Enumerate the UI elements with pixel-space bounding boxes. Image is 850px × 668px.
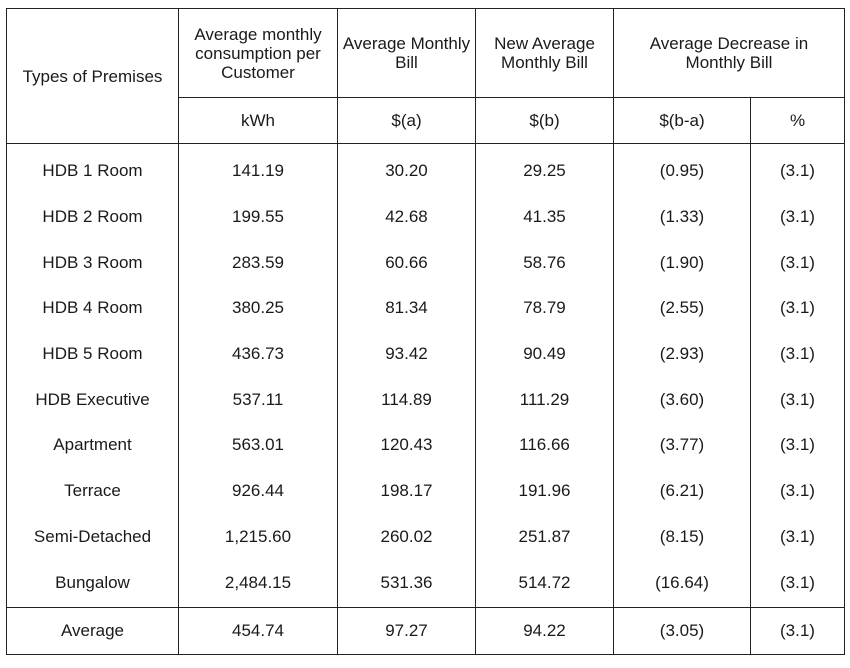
decrease-cell: (1.33): [613, 193, 751, 240]
avg-bill-cell: 42.68: [337, 193, 476, 240]
avg-bill-cell: 198.17: [337, 467, 476, 514]
percent-cell: (3.1): [750, 376, 845, 423]
decrease-cell: (1.90): [613, 239, 751, 286]
table-row: HDB 2 Room 199.55 42.68 41.35 (1.33) (3.…: [6, 193, 845, 240]
table-row: Semi-Detached 1,215.60 260.02 251.87 (8.…: [6, 513, 845, 560]
header-average-decrease: Average Decrease in Monthly Bill: [613, 8, 845, 98]
avg-bill-cell: 531.36: [337, 559, 476, 608]
percent-cell: (3.1): [750, 239, 845, 286]
percent-cell: (3.1): [750, 467, 845, 514]
avg-bill-cell: 60.66: [337, 239, 476, 286]
table-row: Apartment 563.01 120.43 116.66 (3.77) (3…: [6, 422, 845, 468]
percent-cell: (3.1): [750, 606, 845, 655]
decrease-cell: (2.93): [613, 330, 751, 377]
percent-cell: (3.1): [750, 285, 845, 331]
new-bill-cell: 90.49: [475, 330, 614, 377]
kwh-cell: 141.19: [178, 143, 338, 194]
decrease-cell: (3.60): [613, 376, 751, 423]
kwh-cell: 454.74: [178, 606, 338, 655]
kwh-cell: 1,215.60: [178, 513, 338, 560]
kwh-cell: 199.55: [178, 193, 338, 240]
unit-kwh: kWh: [178, 97, 338, 144]
table-row: HDB 3 Room 283.59 60.66 58.76 (1.90) (3.…: [6, 239, 845, 286]
new-bill-cell: 191.96: [475, 467, 614, 514]
decrease-cell: (6.21): [613, 467, 751, 514]
decrease-cell: (0.95): [613, 143, 751, 194]
percent-cell: (3.1): [750, 422, 845, 468]
avg-bill-cell: 81.34: [337, 285, 476, 331]
header-new-average-bill: New Average Monthly Bill: [475, 8, 614, 98]
premises-cell: Terrace: [6, 467, 179, 514]
avg-bill-cell: 114.89: [337, 376, 476, 423]
premises-cell: Apartment: [6, 422, 179, 468]
avg-bill-cell: 97.27: [337, 606, 476, 655]
avg-bill-cell: 93.42: [337, 330, 476, 377]
new-bill-cell: 251.87: [475, 513, 614, 560]
table-row: Terrace 926.44 198.17 191.96 (6.21) (3.1…: [6, 467, 845, 514]
new-bill-cell: 111.29: [475, 376, 614, 423]
percent-cell: (3.1): [750, 193, 845, 240]
premises-cell: HDB 5 Room: [6, 330, 179, 377]
new-bill-cell: 514.72: [475, 559, 614, 608]
unit-decrease-pct: %: [750, 97, 845, 144]
premises-cell: Average: [6, 606, 179, 655]
percent-cell: (3.1): [750, 330, 845, 377]
new-bill-cell: 41.35: [475, 193, 614, 240]
average-row: Average 454.74 97.27 94.22 (3.05) (3.1): [6, 606, 845, 655]
units-row: kWh $(a) $(b) $(b-a) %: [7, 97, 845, 144]
table-row: HDB 4 Room 380.25 81.34 78.79 (2.55) (3.…: [6, 285, 845, 331]
table-row: HDB Executive 537.11 114.89 111.29 (3.60…: [6, 376, 845, 423]
decrease-cell: (3.05): [613, 606, 751, 655]
avg-bill-cell: 30.20: [337, 143, 476, 194]
percent-cell: (3.1): [750, 143, 845, 194]
tariff-table: Types of Premises Average monthly consum…: [6, 8, 845, 655]
table-row: HDB 1 Room 141.19 30.20 29.25 (0.95) (3.…: [6, 143, 845, 194]
kwh-cell: 380.25: [178, 285, 338, 331]
percent-cell: (3.1): [750, 513, 845, 560]
kwh-cell: 283.59: [178, 239, 338, 286]
decrease-cell: (8.15): [613, 513, 751, 560]
header-types-of-premises: Types of Premises: [6, 8, 179, 144]
new-bill-cell: 94.22: [475, 606, 614, 655]
header-average-bill: Average Monthly Bill: [337, 8, 476, 98]
premises-cell: Semi-Detached: [6, 513, 179, 560]
premises-cell: HDB 1 Room: [6, 143, 179, 194]
decrease-cell: (16.64): [613, 559, 751, 608]
header-row: Types of Premises Average monthly consum…: [6, 8, 845, 144]
new-bill-cell: 58.76: [475, 239, 614, 286]
premises-cell: HDB 3 Room: [6, 239, 179, 286]
new-bill-cell: 29.25: [475, 143, 614, 194]
table-row: Bungalow 2,484.15 531.36 514.72 (16.64) …: [6, 559, 845, 608]
new-bill-cell: 78.79: [475, 285, 614, 331]
header-consumption: Average monthly consumption per Customer: [178, 8, 338, 98]
kwh-cell: 2,484.15: [178, 559, 338, 608]
new-bill-cell: 116.66: [475, 422, 614, 468]
percent-cell: (3.1): [750, 559, 845, 608]
unit-avg-bill: $(a): [337, 97, 476, 144]
avg-bill-cell: 260.02: [337, 513, 476, 560]
premises-cell: HDB 2 Room: [6, 193, 179, 240]
kwh-cell: 537.11: [178, 376, 338, 423]
kwh-cell: 926.44: [178, 467, 338, 514]
table-row: HDB 5 Room 436.73 93.42 90.49 (2.93) (3.…: [6, 330, 845, 377]
avg-bill-cell: 120.43: [337, 422, 476, 468]
kwh-cell: 436.73: [178, 330, 338, 377]
kwh-cell: 563.01: [178, 422, 338, 468]
premises-cell: Bungalow: [6, 559, 179, 608]
premises-cell: HDB Executive: [6, 376, 179, 423]
premises-cell: HDB 4 Room: [6, 285, 179, 331]
unit-new-bill: $(b): [475, 97, 614, 144]
decrease-cell: (2.55): [613, 285, 751, 331]
decrease-cell: (3.77): [613, 422, 751, 468]
unit-decrease-abs: $(b-a): [613, 97, 751, 144]
